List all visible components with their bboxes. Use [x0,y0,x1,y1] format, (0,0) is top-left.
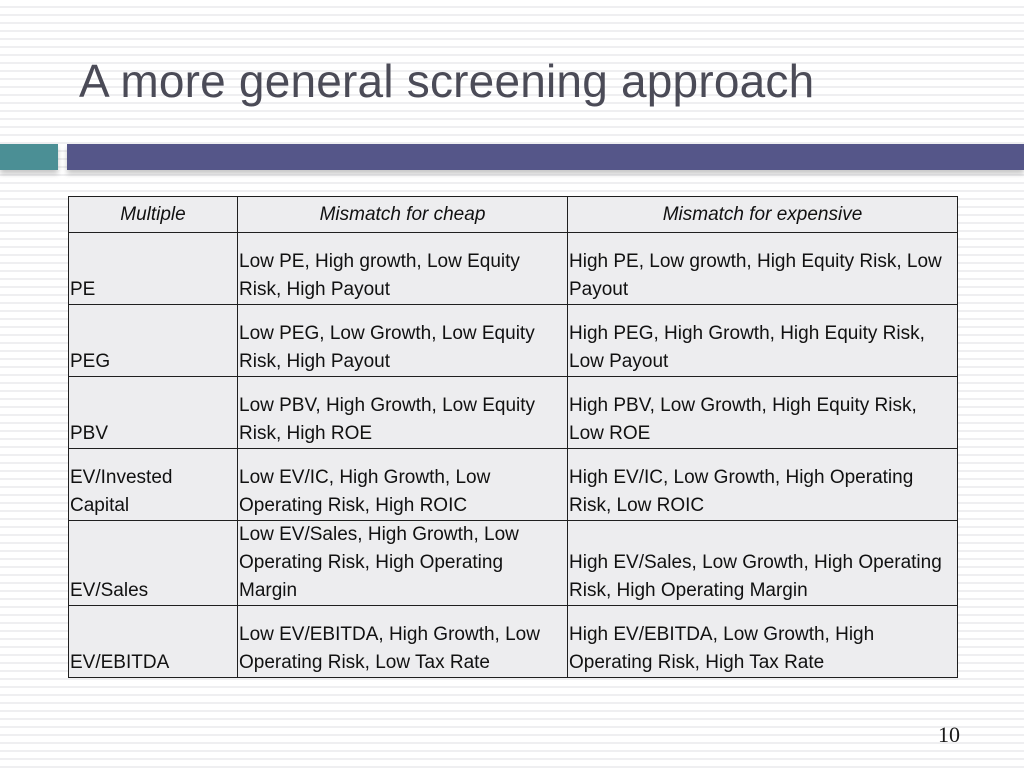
cell-multiple: EV/Invested Capital [68,448,238,521]
cell-expensive: High PE, Low growth, High Equity Risk, L… [567,232,958,305]
slide-title: A more general screening approach [79,55,815,107]
cell-cheap: Low EV/IC, High Growth, Low Operating Ri… [237,448,568,521]
cell-cheap: Low EV/EBITDA, High Growth, Low Operatin… [237,605,568,678]
header-multiple: Multiple [68,196,238,233]
accent-bar-teal [0,144,58,170]
cell-cheap: Low EV/Sales, High Growth, Low Operating… [237,520,568,606]
cell-expensive: High EV/Sales, Low Growth, High Operatin… [567,520,958,606]
header-mismatch-cheap: Mismatch for cheap [237,196,568,233]
cell-expensive: High EV/IC, Low Growth, High Operating R… [567,448,958,521]
cell-multiple: EV/Sales [68,520,238,606]
table-header-row: Multiple Mismatch for cheap Mismatch for… [68,196,958,233]
cell-multiple: PE [68,232,238,305]
accent-bar-purple [67,144,1024,170]
screening-table: Multiple Mismatch for cheap Mismatch for… [68,196,958,678]
table-row: PE Low PE, High growth, Low Equity Risk,… [68,232,958,305]
table-row: EV/Invested Capital Low EV/IC, High Grow… [68,448,958,521]
table-row: PEG Low PEG, Low Growth, Low Equity Risk… [68,304,958,377]
header-mismatch-expensive: Mismatch for expensive [567,196,958,233]
table-row: PBV Low PBV, High Growth, Low Equity Ris… [68,376,958,449]
cell-cheap: Low PE, High growth, Low Equity Risk, Hi… [237,232,568,305]
cell-expensive: High EV/EBITDA, Low Growth, High Operati… [567,605,958,678]
cell-multiple: EV/EBITDA [68,605,238,678]
cell-cheap: Low PBV, High Growth, Low Equity Risk, H… [237,376,568,449]
cell-expensive: High PEG, High Growth, High Equity Risk,… [567,304,958,377]
page-number: 10 [938,722,960,747]
cell-cheap: Low PEG, Low Growth, Low Equity Risk, Hi… [237,304,568,377]
cell-multiple: PBV [68,376,238,449]
table-row: EV/Sales Low EV/Sales, High Growth, Low … [68,520,958,606]
cell-multiple: PEG [68,304,238,377]
table-row: EV/EBITDA Low EV/EBITDA, High Growth, Lo… [68,605,958,678]
cell-expensive: High PBV, Low Growth, High Equity Risk, … [567,376,958,449]
